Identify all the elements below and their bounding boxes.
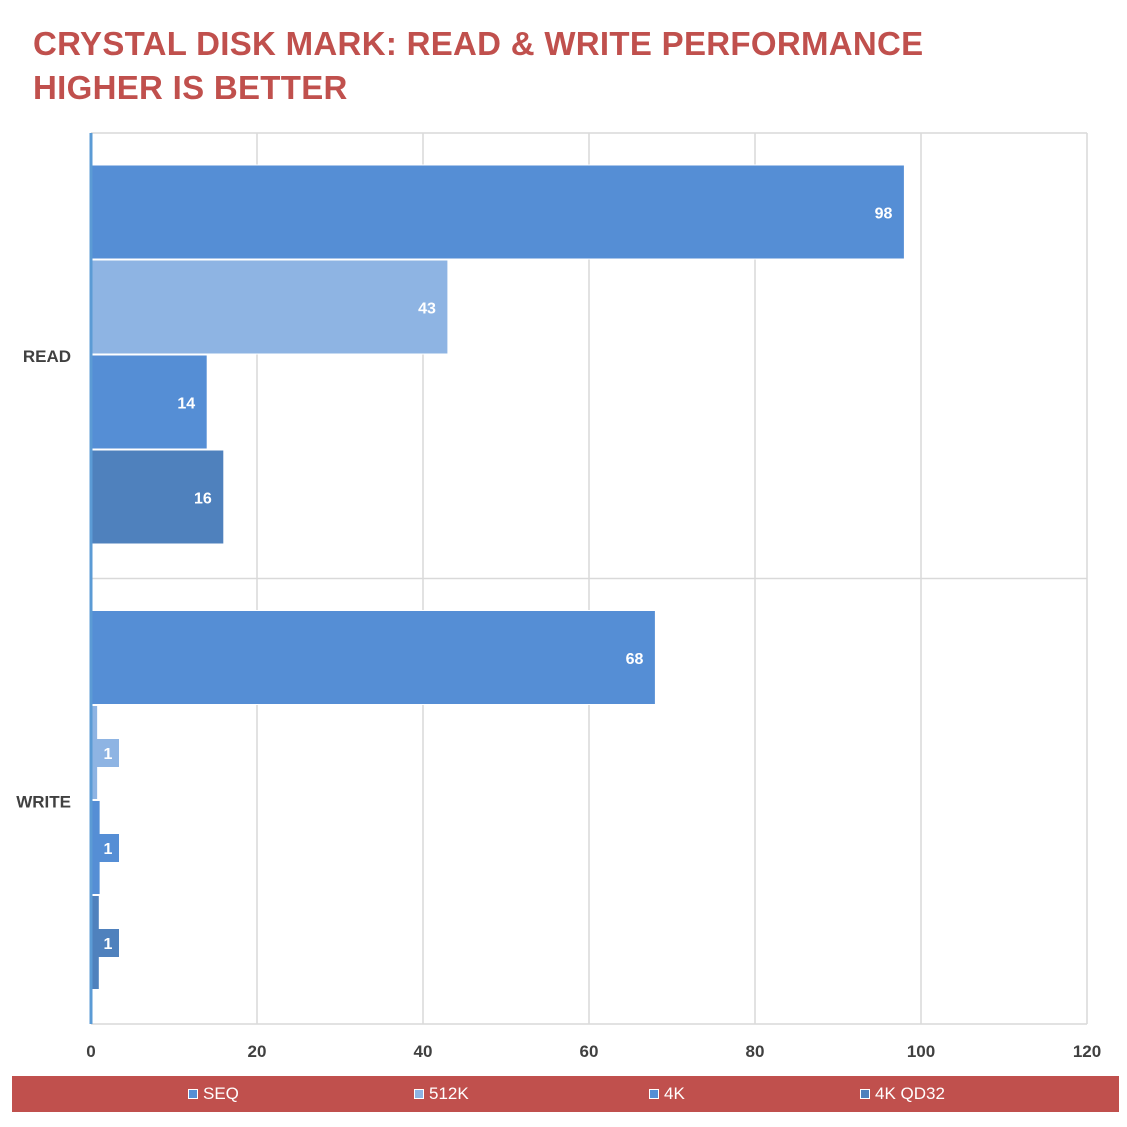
data-label-write-seq: 68 (626, 651, 644, 668)
chart-title-line2: HIGHER IS BETTER (33, 69, 348, 106)
bar-write-seq (90, 610, 656, 705)
data-label-read-512k: 43 (418, 301, 436, 318)
chart-title: CRYSTAL DISK MARK: READ & WRITE PERFORMA… (33, 22, 923, 110)
legend-swatch-seq (188, 1089, 198, 1099)
data-label-bg-write-4k-qd32 (95, 929, 119, 957)
x-tick-label-40: 40 (414, 1042, 433, 1061)
data-label-write-4k: 1 (104, 841, 113, 858)
legend-item-seq: SEQ (188, 1076, 239, 1112)
legend: SEQ 512K 4K 4K QD32 (12, 1076, 1119, 1112)
legend-label-4k: 4K (664, 1084, 685, 1103)
x-tick-label-120: 120 (1073, 1042, 1101, 1061)
data-label-bg-write-512k (95, 739, 119, 767)
x-tick-label-0: 0 (86, 1042, 95, 1061)
bar-read-4k (90, 354, 208, 450)
x-tick-label-100: 100 (907, 1042, 935, 1061)
legend-swatch-4k (649, 1089, 659, 1099)
bar-chart: 98 43 14 16 READ 68 1 1 1 WRITE 0 20 40 60 80 100 120 (16, 132, 1101, 1061)
x-tick-label-60: 60 (580, 1042, 599, 1061)
legend-item-4k: 4K (649, 1076, 685, 1112)
legend-label-512k: 512K (429, 1084, 469, 1103)
data-label-read-seq: 98 (875, 206, 893, 223)
chart-title-line1: CRYSTAL DISK MARK: READ & WRITE PERFORMA… (33, 25, 924, 62)
bar-read-4k-qd32 (90, 449, 225, 545)
data-label-write-512k: 1 (104, 746, 113, 763)
data-label-bg-write-4k (95, 834, 119, 862)
legend-label-4k-qd32: 4K QD32 (875, 1084, 945, 1103)
data-label-write-4k-qd32: 1 (104, 936, 113, 953)
legend-swatch-4k-qd32 (860, 1089, 870, 1099)
x-tick-label-80: 80 (746, 1042, 765, 1061)
category-label-read: READ (23, 347, 71, 366)
legend-item-512k: 512K (414, 1076, 469, 1112)
bar-read-512k (90, 259, 449, 355)
legend-swatch-512k (414, 1089, 424, 1099)
bar-read-seq (90, 164, 905, 260)
legend-item-4k-qd32: 4K QD32 (860, 1076, 945, 1112)
data-label-read-4k: 14 (177, 396, 195, 413)
data-label-read-4k-qd32: 16 (194, 491, 212, 508)
legend-label-seq: SEQ (203, 1084, 239, 1103)
x-tick-label-20: 20 (248, 1042, 267, 1061)
category-label-write: WRITE (16, 792, 71, 811)
